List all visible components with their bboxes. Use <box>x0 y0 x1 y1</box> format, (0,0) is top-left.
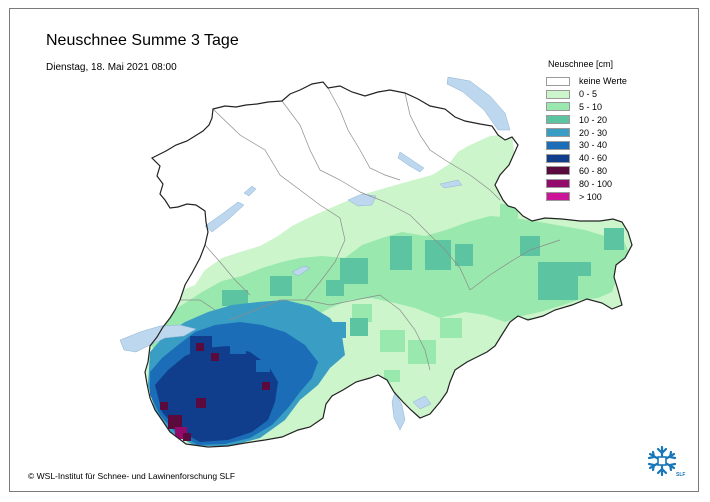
legend-swatch <box>546 102 570 112</box>
legend-title: Neuschnee [cm] <box>548 59 614 69</box>
legend-item-60-80: 60 - 80 <box>546 165 627 178</box>
lake-neuchatel <box>204 201 245 233</box>
legend-swatch <box>546 115 570 125</box>
legend-swatch <box>546 153 570 163</box>
legend-swatch <box>546 166 570 176</box>
legend-label: 30 - 40 <box>579 140 608 151</box>
legend-swatch <box>546 76 570 86</box>
legend-item-30-40: 30 - 40 <box>546 139 627 152</box>
lake-thun <box>291 265 311 277</box>
lake-biel <box>243 185 257 197</box>
legend-item-5-10: 5 - 10 <box>546 101 627 114</box>
legend-label: > 100 <box>579 191 602 202</box>
legend-label: 60 - 80 <box>579 165 608 176</box>
lake-walen <box>439 179 463 189</box>
legend-swatch <box>546 128 570 138</box>
legend-item-20-30: 20 - 30 <box>546 126 627 139</box>
legend-label: 10 - 20 <box>579 114 608 125</box>
legend-label: keine Werte <box>579 76 627 87</box>
lake-lugano <box>412 395 432 410</box>
legend-item-40-60: 40 - 60 <box>546 152 627 165</box>
legend-swatch <box>546 179 570 189</box>
lake-constance <box>446 76 511 131</box>
map-legend: Neuschnee [cm] keine Werte 0 - 5 5 - 10 … <box>546 59 627 203</box>
legend-label: 20 - 30 <box>579 127 608 138</box>
legend-item-over-100: > 100 <box>546 190 627 203</box>
lake-lucerne <box>347 193 377 207</box>
map-date: Dienstag, 18. Mai 2021 08:00 <box>46 62 177 73</box>
legend-label: 40 - 60 <box>579 153 608 164</box>
map-frame <box>9 8 699 492</box>
legend-label: 80 - 100 <box>579 178 613 189</box>
legend-swatch <box>546 89 570 99</box>
lakes <box>119 76 511 431</box>
legend-swatch <box>546 140 570 150</box>
lake-geneva <box>119 324 197 353</box>
map-title: Neuschnee Summe 3 Tage <box>46 32 239 49</box>
legend-item-0-5: 0 - 5 <box>546 88 627 101</box>
legend-label: 0 - 5 <box>579 89 598 100</box>
lake-maggiore <box>391 391 406 431</box>
legend-item-80-100: 80 - 100 <box>546 177 627 190</box>
slf-snowflake-logo-icon <box>647 445 677 477</box>
canton-borders <box>180 87 561 371</box>
legend-item-keine-werte: keine Werte <box>546 75 627 88</box>
copyright-text: © WSL-Institut für Schnee- und Lawinenfo… <box>28 471 236 481</box>
legend-swatch <box>546 192 570 202</box>
slf-logo-text: SLF <box>676 472 686 478</box>
legend-item-10-20: 10 - 20 <box>546 113 627 126</box>
legend-label: 5 - 10 <box>579 101 603 112</box>
lake-zurich <box>397 151 425 173</box>
